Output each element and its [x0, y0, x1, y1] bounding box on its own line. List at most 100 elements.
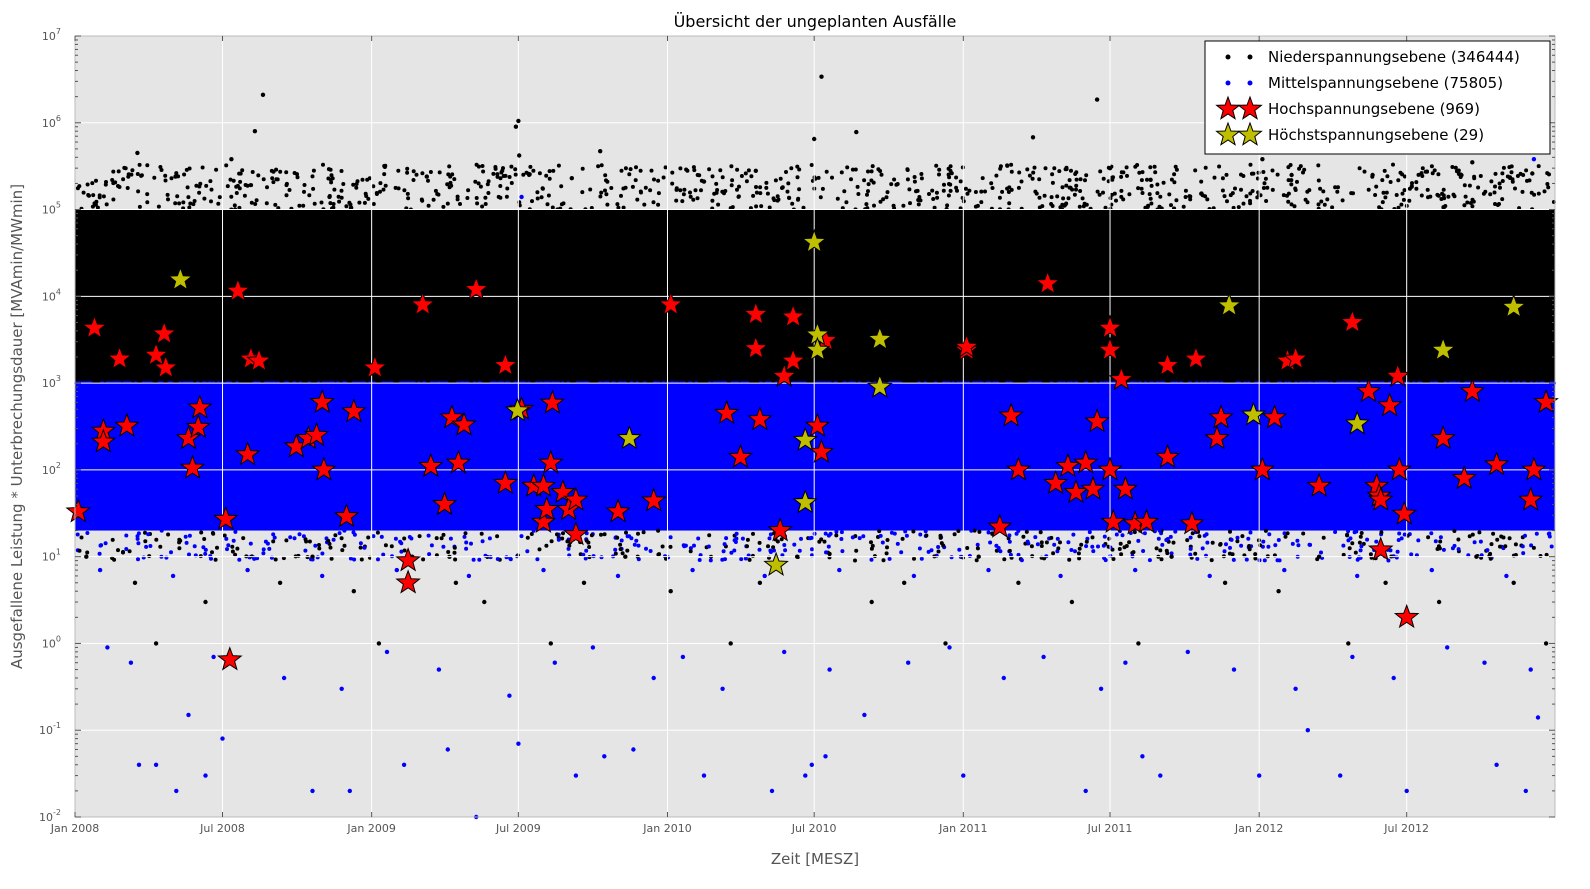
texture-point [199, 530, 204, 535]
niederspannung-texture-point [643, 185, 648, 190]
niederspannung-texture-point [1248, 162, 1253, 167]
texture-point [936, 549, 941, 554]
texture-point [529, 532, 534, 536]
series-0-point [1276, 589, 1281, 594]
series-1-point [347, 788, 352, 794]
texture-point [248, 541, 253, 546]
texture-point [255, 556, 260, 561]
niederspannung-texture-point [1110, 175, 1115, 180]
niederspannung-texture-point [556, 163, 561, 168]
texture-point [869, 546, 874, 551]
niederspannung-texture-point [765, 191, 770, 196]
niederspannung-texture-point [433, 188, 438, 193]
niederspannung-texture-point [339, 195, 344, 200]
niederspannung-texture-point [1525, 178, 1529, 183]
series-1-point [769, 788, 775, 794]
series-2-star-point [1005, 456, 1032, 481]
niederspannung-texture-point [729, 164, 734, 169]
texture-point [584, 548, 589, 553]
niederspannung-texture-point [544, 173, 549, 178]
texture-point [340, 548, 345, 553]
niederspannung-texture-point [1217, 164, 1222, 169]
niederspannung-texture-point [1158, 194, 1163, 199]
series-2-star-point [780, 303, 806, 328]
texture-point [231, 538, 236, 543]
legend-star-marker [1215, 121, 1241, 146]
series-2-star-point [90, 428, 117, 453]
niederspannung-texture-point [173, 201, 178, 206]
texture-point [766, 544, 770, 549]
niederspannung-texture-point [1174, 198, 1179, 203]
niederspannung-texture-point [746, 168, 751, 173]
niederspannung-texture-point [1239, 187, 1243, 192]
niederspannung-texture-point [559, 184, 564, 189]
niederspannung-texture-point [1270, 168, 1275, 173]
texture-point [1409, 552, 1414, 557]
texture-point [1359, 544, 1364, 549]
series-2-star-point [153, 354, 179, 379]
texture-point [949, 555, 954, 560]
texture-point [587, 545, 592, 549]
texture-point [1374, 539, 1379, 544]
niederspannung-texture-point [1188, 197, 1193, 202]
niederspannung-texture-point [117, 185, 122, 189]
niederspannung-texture-point [759, 204, 764, 209]
niederspannung-texture-point [275, 177, 280, 182]
niederspannung-texture-point [476, 181, 481, 186]
niederspannung-texture-point [1042, 193, 1047, 198]
y-tick-label: 104 [42, 287, 61, 303]
texture-point [957, 547, 962, 552]
texture-point [783, 548, 788, 553]
series-1-point [1531, 157, 1537, 162]
niederspannung-texture-point [627, 172, 632, 177]
niederspannung-texture-point [1542, 189, 1547, 194]
texture-point [110, 537, 115, 542]
niederspannung-texture-point [1149, 201, 1154, 206]
niederspannung-texture-point [751, 193, 756, 198]
texture-point [861, 534, 866, 539]
niederspannung-texture-point [194, 183, 199, 188]
x-tick-label: Jul 2012 [1383, 822, 1429, 835]
texture-point [872, 554, 877, 559]
texture-point [136, 541, 141, 546]
niederspannung-texture-point [729, 183, 734, 188]
series-1-point [211, 654, 216, 660]
niederspannung-texture-point [1172, 180, 1177, 185]
texture-point [407, 535, 412, 539]
series-0-point [976, 554, 981, 559]
texture-point [1365, 537, 1370, 542]
texture-point [782, 543, 787, 547]
texture-point [1066, 540, 1071, 545]
niederspannung-texture-point [754, 185, 758, 189]
niederspannung-texture-point [145, 200, 150, 205]
niederspannung-texture-point [1220, 188, 1225, 193]
niederspannung-texture-point [348, 202, 353, 207]
texture-point [1131, 550, 1136, 555]
niederspannung-texture-point [1373, 193, 1378, 197]
niederspannung-texture-point [237, 171, 242, 176]
niederspannung-texture-point [1335, 189, 1340, 194]
texture-point [1120, 533, 1125, 538]
niederspannung-texture-point [217, 195, 222, 200]
texture-point [1388, 548, 1393, 553]
niederspannung-texture-point [1084, 173, 1089, 178]
series-3-star-point [867, 373, 893, 398]
series-2-star-point [212, 505, 239, 531]
niederspannung-texture-point [905, 177, 910, 182]
niederspannung-texture-point [849, 177, 853, 182]
texture-point [792, 542, 797, 547]
niederspannung-texture-point [405, 166, 410, 171]
texture-point [1119, 552, 1124, 557]
niederspannung-texture-point [871, 180, 876, 185]
texture-point [1246, 536, 1251, 541]
y-axis-label: Ausgefallene Leistung * Unterbrechungsda… [8, 184, 26, 669]
texture-point [1538, 554, 1543, 558]
texture-point [177, 537, 182, 542]
series-2-star-point [1355, 378, 1382, 403]
texture-point [1488, 551, 1493, 556]
niederspannung-texture-point [125, 186, 130, 190]
niederspannung-texture-point [1402, 188, 1407, 193]
series-1-point [1231, 667, 1237, 672]
niederspannung-texture-point [87, 193, 91, 198]
niederspannung-texture-point [1121, 170, 1126, 175]
